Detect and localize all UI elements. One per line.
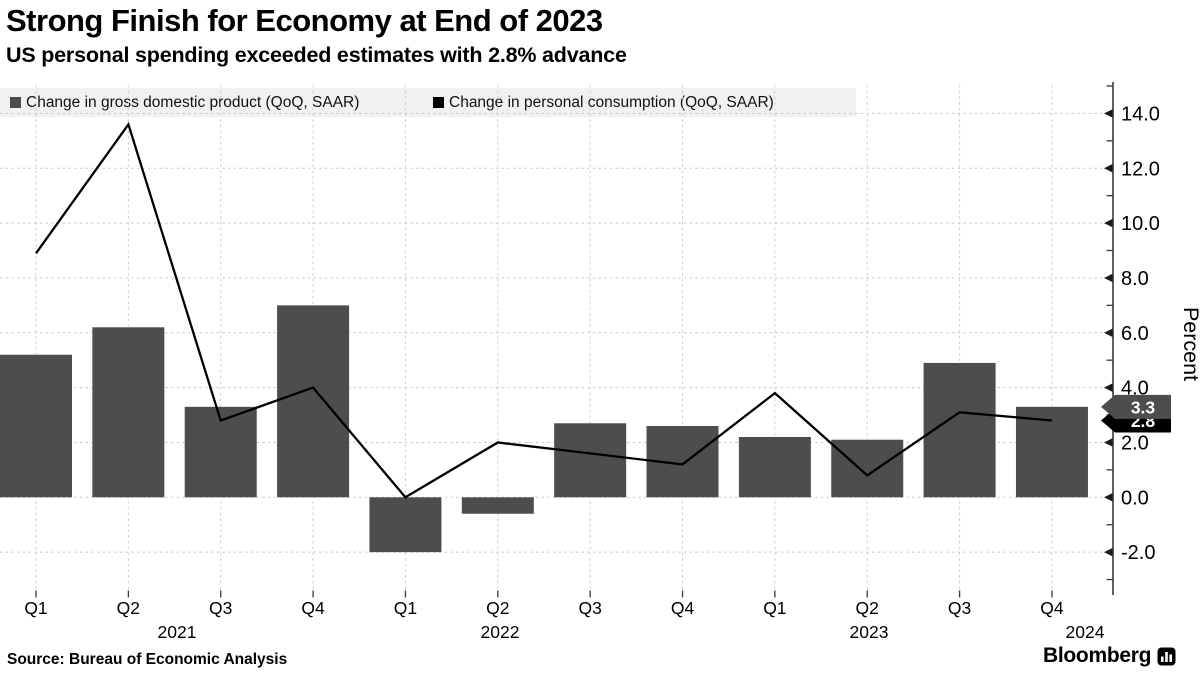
y-axis-title: Percent — [1179, 307, 1200, 381]
gdp-bar — [0, 354, 72, 498]
y-tick-label: 14.0 — [1121, 103, 1160, 125]
end-value-tag-label: 3.3 — [1131, 397, 1156, 417]
x-tick-label: Q2 — [486, 598, 509, 618]
page-subtitle: US personal spending exceeded estimates … — [6, 43, 627, 67]
x-tick-label: Q4 — [301, 598, 325, 618]
bar-chart-icon — [1157, 647, 1176, 665]
year-label: 2022 — [481, 622, 520, 642]
gdp-bars — [0, 305, 1088, 553]
y-tick-label: -2.0 — [1121, 542, 1155, 564]
y-tick-label: 4.0 — [1121, 378, 1149, 400]
x-tick-label: Q1 — [763, 598, 786, 618]
gdp-bar — [923, 362, 996, 498]
x-axis: Q1 Q2 Q3 Q4 Q1 Q2 Q3 Q4 Q1 Q2 Q3 Q4 2021 2022 2023 2024 — [24, 590, 1105, 642]
y-tick-label: 6.0 — [1121, 323, 1149, 345]
x-tick-label: Q4 — [1040, 598, 1064, 618]
legend-item-consumption: Change in personal consumption (QoQ, SAA… — [433, 88, 774, 117]
page-title: Strong Finish for Economy at End of 2023 — [6, 3, 603, 38]
bloomberg-logo: Bloomberg — [1043, 644, 1176, 668]
x-tick-label: Q3 — [209, 598, 232, 618]
bloomberg-wordmark: Bloomberg — [1043, 644, 1152, 667]
x-tick-label: Q3 — [948, 598, 971, 618]
gdp-bar — [277, 305, 350, 498]
y-tick-label: 10.0 — [1121, 213, 1160, 235]
y-tick-label: 0.0 — [1121, 487, 1149, 509]
gdp-bar — [461, 497, 534, 514]
gdp-bar — [738, 436, 811, 498]
gdp-swatch-icon — [10, 97, 21, 108]
gdp-bar — [554, 423, 627, 498]
end-value-tags: 2.83.3 — [1101, 394, 1171, 433]
year-label: 2024 — [1066, 622, 1105, 642]
y-axis: 14.0 12.0 10.0 8.0 6.0 4.0 2.0 0.0 -2.0 — [1104, 82, 1160, 595]
gdp-bar — [92, 327, 165, 498]
x-gridlines — [35, 85, 1053, 590]
y-axis-label: Percent — [1179, 307, 1200, 381]
gdp-bar — [184, 406, 257, 498]
x-tick-label: Q4 — [671, 598, 695, 618]
x-tick-label: Q2 — [117, 598, 140, 618]
legend-label-consumption: Change in personal consumption (QoQ, SAA… — [449, 93, 774, 111]
gdp-bar — [1015, 406, 1088, 498]
x-tick-label: Q3 — [578, 598, 601, 618]
legend-label-gdp: Change in gross domestic product (QoQ, S… — [26, 93, 360, 111]
consumption-swatch-icon — [433, 97, 444, 108]
x-tick-label: Q2 — [856, 598, 879, 618]
gdp-bar — [369, 497, 442, 553]
x-tick-label: Q1 — [394, 598, 417, 618]
source-note: Source: Bureau of Economic Analysis — [7, 651, 288, 668]
legend-item-gdp: Change in gross domestic product (QoQ, S… — [10, 88, 359, 117]
gdp-bar — [831, 439, 904, 498]
legend: Change in gross domestic product (QoQ, S… — [0, 88, 856, 117]
x-tick-label: Q1 — [24, 598, 47, 618]
consumption-line — [35, 121, 1053, 499]
year-label: 2023 — [850, 622, 889, 642]
year-label: 2021 — [158, 622, 197, 642]
y-tick-label: 2.0 — [1121, 432, 1149, 454]
y-tick-label: 8.0 — [1121, 268, 1149, 290]
y-tick-label: 12.0 — [1121, 158, 1160, 180]
